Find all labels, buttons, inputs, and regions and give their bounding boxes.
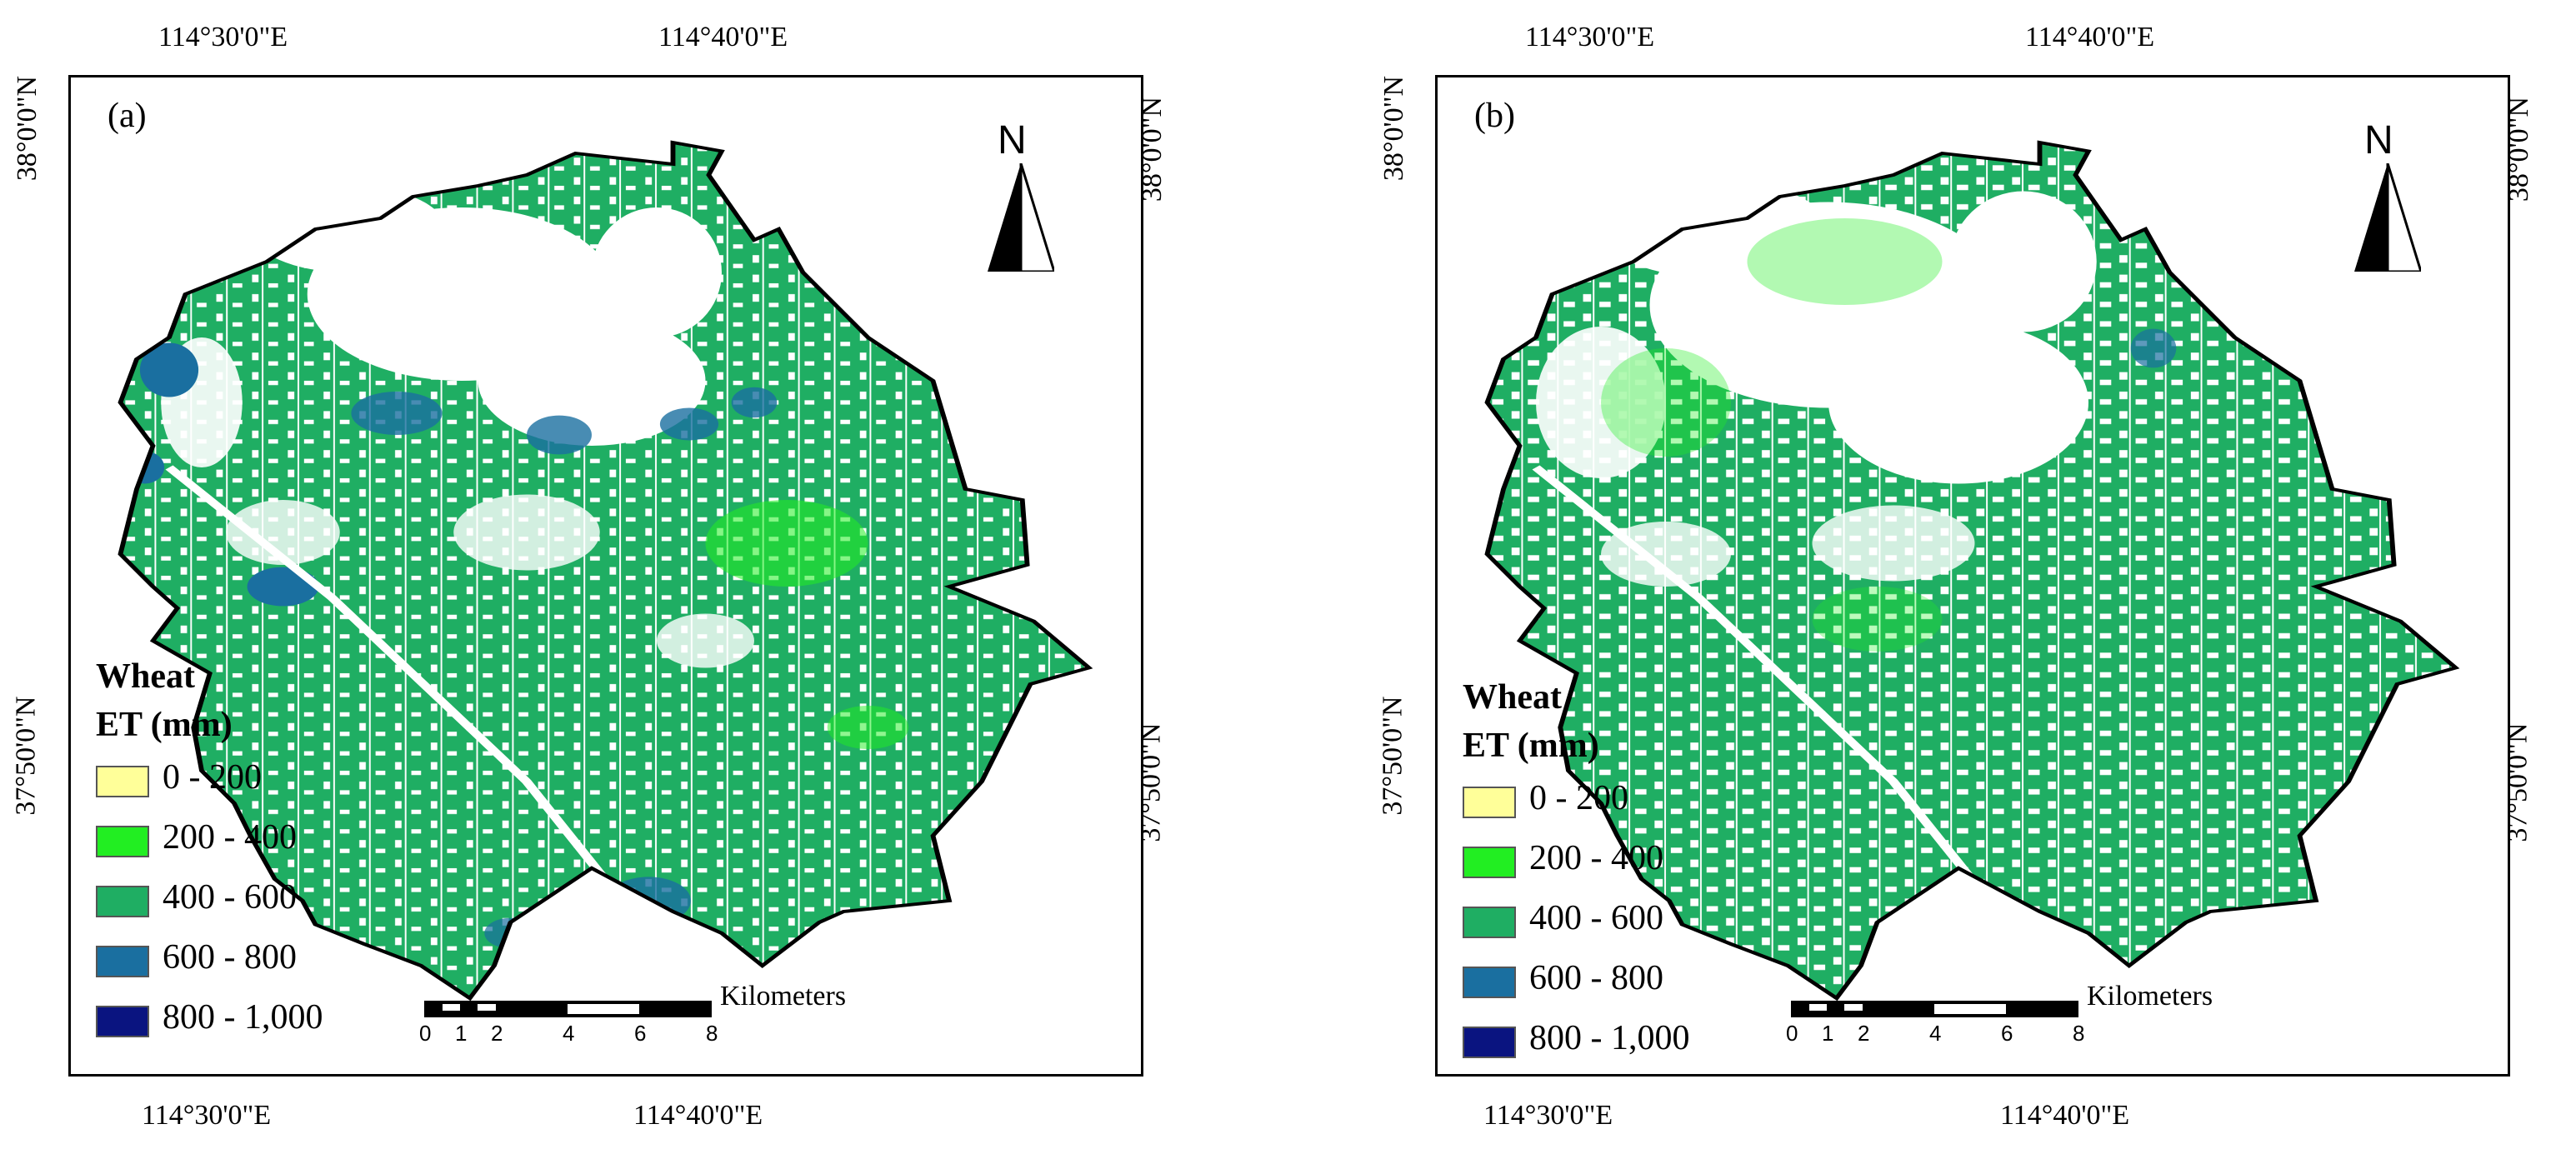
legend-title-line1: Wheat	[96, 657, 195, 696]
scale-bar-graphic	[1791, 1001, 2078, 1017]
bottom-coord-2: 114°40'0"E	[633, 1100, 763, 1131]
north-arrow: N	[988, 117, 1054, 272]
scale-tick: 0	[1786, 1021, 1798, 1046]
legend-swatch	[96, 946, 149, 977]
map-frame: (b)	[1435, 75, 2510, 1077]
scale-tick: 8	[706, 1021, 718, 1046]
scale-bar: Kilometers 0 1 2 4 6 8	[1786, 981, 2213, 1046]
map-frame: (a)	[68, 75, 1143, 1077]
left-coord-1: 38°0'0"N	[12, 75, 43, 182]
legend-swatch	[1463, 847, 1516, 878]
scale-tick: 4	[1929, 1021, 1942, 1046]
top-coord-2: 114°40'0"E	[658, 22, 788, 52]
map-panel-b: 114°30'0"E 114°40'0"E 114°30'0"E 114°40'…	[1367, 0, 2576, 1149]
scale-tick: 1	[1822, 1021, 1834, 1046]
legend-swatch	[1463, 967, 1516, 998]
legend-swatch	[1463, 1027, 1516, 1058]
left-coord-2: 37°50'0"N	[10, 696, 42, 816]
top-coord-1: 114°30'0"E	[158, 22, 288, 52]
legend-label: 200 - 400	[1529, 839, 1663, 877]
scale-tick: 6	[634, 1021, 647, 1046]
legend-label: 200 - 400	[163, 818, 297, 857]
north-arrow-icon	[988, 163, 1054, 272]
legend-label: 0 - 200	[163, 758, 262, 797]
legend-swatch	[1463, 907, 1516, 938]
legend: Wheat ET (mm) 0 - 200 200 - 400 400 - 60…	[1463, 673, 1690, 1070]
scale-tick: 0	[419, 1021, 432, 1046]
legend-title-line1: Wheat	[1463, 678, 1562, 717]
scale-units: Kilometers	[2087, 981, 2213, 1012]
left-coord-1: 38°0'0"N	[1378, 75, 1410, 182]
legend-label: 600 - 800	[1529, 959, 1663, 997]
legend-swatch	[96, 826, 149, 857]
et-map-a	[71, 77, 1143, 1077]
scale-bar-graphic	[424, 1001, 712, 1017]
legend-label: 400 - 600	[163, 878, 297, 917]
scale-units: Kilometers	[720, 981, 847, 1012]
scale-tick: 8	[2073, 1021, 2085, 1046]
bottom-coord-2: 114°40'0"E	[2000, 1100, 2130, 1131]
legend-label: 600 - 800	[163, 938, 297, 977]
left-coord-2: 37°50'0"N	[1377, 696, 1408, 816]
scale-tick: 2	[1858, 1021, 1870, 1046]
top-coord-2: 114°40'0"E	[2025, 22, 2155, 52]
legend-label: 800 - 1,000	[1529, 1019, 1690, 1057]
legend-swatch	[96, 766, 149, 797]
scale-tick: 6	[2001, 1021, 2013, 1046]
legend-swatch	[96, 1006, 149, 1037]
scale-bar: Kilometers 0 1 2 4 6 8	[419, 981, 846, 1046]
bottom-coord-1: 114°30'0"E	[1483, 1100, 1613, 1131]
legend-label: 0 - 200	[1529, 779, 1628, 817]
scale-tick: 4	[563, 1021, 575, 1046]
scale-tick: 2	[491, 1021, 503, 1046]
north-letter: N	[998, 118, 1027, 162]
map-panel-a: 114°30'0"E 114°40'0"E 114°30'0"E 114°40'…	[10, 22, 1168, 1131]
panel-label: (b)	[1474, 97, 1515, 135]
top-coord-1: 114°30'0"E	[1525, 22, 1655, 52]
north-arrow: N	[2354, 117, 2421, 272]
legend-swatch	[1463, 787, 1516, 818]
legend-swatch	[96, 886, 149, 917]
bottom-coord-1: 114°30'0"E	[142, 1100, 272, 1131]
legend-title-line2: ET (mm)	[1463, 727, 1599, 765]
scale-tick: 1	[455, 1021, 468, 1046]
et-map-b	[1438, 77, 2510, 1077]
legend-label: 400 - 600	[1529, 899, 1663, 937]
legend-label: 800 - 1,000	[163, 998, 323, 1037]
legend: Wheat ET (mm) 0 - 200 200 - 400 400 - 60…	[96, 652, 323, 1049]
legend-title-line2: ET (mm)	[96, 706, 233, 744]
north-arrow-icon	[2354, 163, 2421, 272]
north-letter: N	[2364, 118, 2393, 162]
panel-label: (a)	[108, 97, 147, 135]
